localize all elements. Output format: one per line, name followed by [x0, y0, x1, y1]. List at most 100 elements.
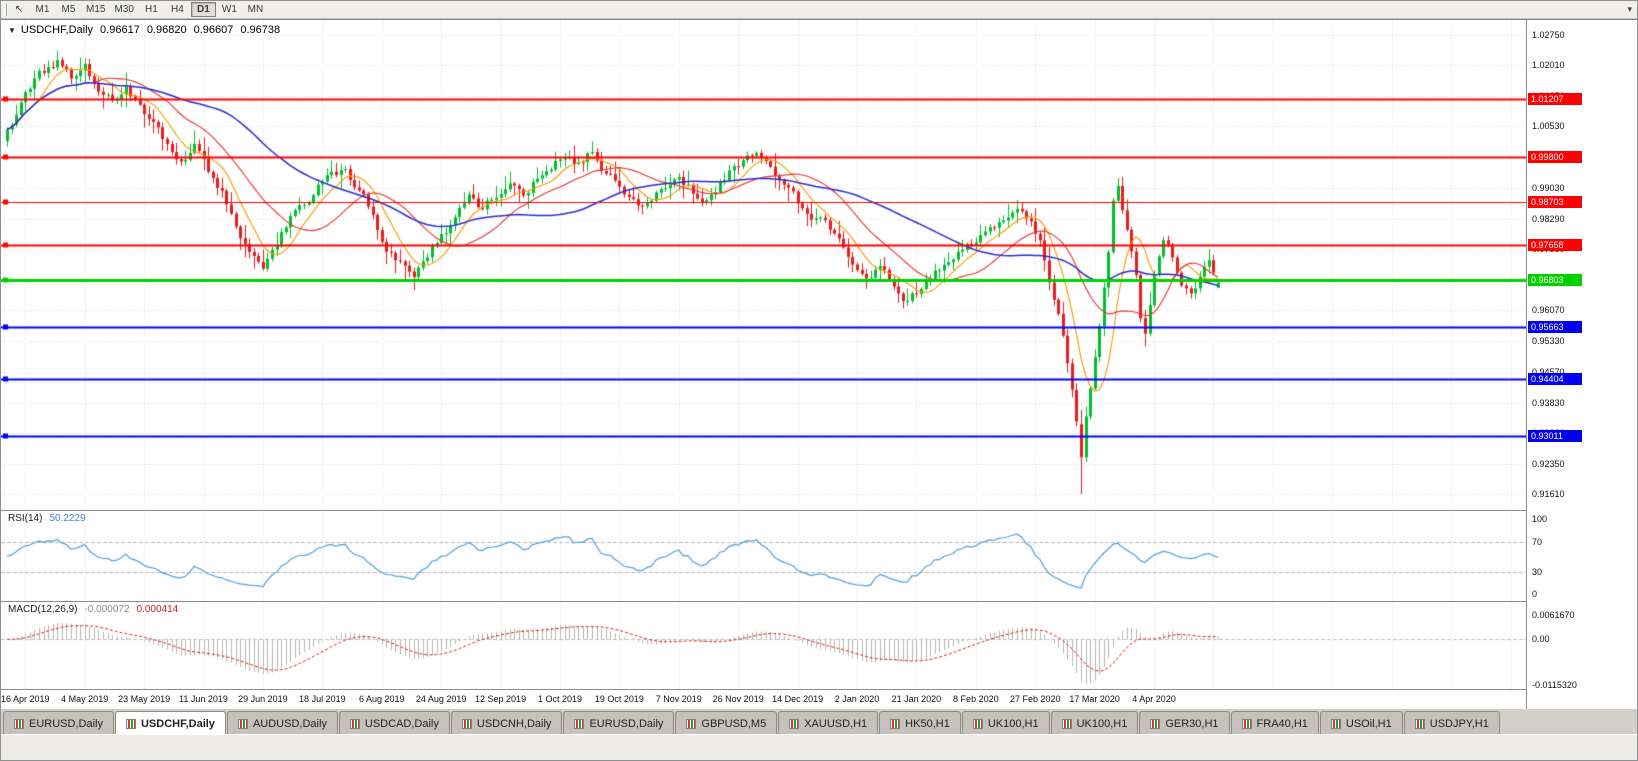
chart-tab-gbpusd-m5[interactable]: GBPUSD,M5 [675, 711, 778, 735]
chart-tab-ger30-h1[interactable]: GER30,H1 [1139, 711, 1230, 735]
ohlc-low: 0.96607 [193, 24, 234, 36]
axis-label: 0.94570 [1532, 367, 1565, 377]
mini-chart-icon [574, 718, 585, 729]
date-axis[interactable]: 16 Apr 2019 4 May 2019 23 May 2019 11 Jun 2… [1, 689, 1526, 709]
ohlc-open: 0.96617 [100, 24, 140, 36]
chart-tab-uk100-h1[interactable]: UK100,H1 [961, 711, 1050, 735]
timeframe-button-m5[interactable]: M5 [61, 4, 76, 15]
chart-tab-label: USOil,H1 [1345, 717, 1392, 730]
date-axis-label: 16 Apr 2019 [0, 694, 50, 704]
chart-tab-label: USDCHF,Daily [140, 717, 215, 730]
chart-tab-label: GER30,H1 [1165, 717, 1219, 730]
pane-separator-macd[interactable] [1, 601, 1637, 602]
date-axis-label: 19 Oct 2019 [594, 694, 644, 704]
axis-label: -0.0115320 [1532, 680, 1577, 690]
price-axis[interactable]: 1.027501.020101.012701.005300.997900.990… [1526, 20, 1637, 709]
chart-tab-label: XAUUSD,H1 [804, 717, 868, 730]
price-canvas[interactable] [1, 20, 1526, 510]
collapse-arrow-icon[interactable]: ▼ [8, 25, 16, 35]
date-axis-label: 4 May 2019 [61, 694, 109, 704]
mini-chart-icon [125, 718, 136, 729]
date-axis-label: 18 Jul 2019 [299, 694, 346, 704]
chart-tab-eurusd-daily[interactable]: EURUSD,Daily [3, 711, 114, 735]
timeframe-button-w1[interactable]: W1 [221, 4, 237, 15]
axis-label: 0.98290 [1532, 214, 1565, 224]
date-axis-label: 14 Dec 2019 [772, 694, 824, 704]
macd-signal-value: 0.000414 [136, 604, 179, 615]
chart-tab-usdcad-daily[interactable]: USDCAD,Daily [338, 711, 450, 735]
chart-tab-label: UK100,H1 [1076, 717, 1128, 730]
mini-chart-icon [1241, 718, 1252, 729]
date-axis-label: 24 Aug 2019 [415, 694, 467, 704]
price-line-tag: 0.97658 [1528, 239, 1582, 251]
chart-tab-audusd-daily[interactable]: AUDUSD,Daily [226, 711, 338, 735]
price-line-tag: 0.94404 [1528, 373, 1582, 385]
chart-tab-fra40-h1[interactable]: FRA40,H1 [1230, 711, 1319, 735]
date-axis-label: 17 Mar 2020 [1069, 694, 1120, 704]
macd-main-value: -0.000072 [84, 604, 130, 615]
chart-tab-usdjpy-h1[interactable]: USDJPY,H1 [1403, 711, 1500, 735]
chart-tab-label: UK100,H1 [987, 717, 1039, 730]
axis-label: 1.02010 [1532, 60, 1565, 70]
chart-title: ▼ USDCHF,Daily 0.96617 0.96820 0.96607 0… [8, 24, 280, 36]
cursor-icon[interactable]: ↖ [14, 3, 24, 15]
pane-separator-rsi[interactable] [1, 510, 1637, 511]
ohlc-close: 0.96738 [240, 24, 281, 36]
mini-chart-icon [237, 718, 248, 729]
timeframe-button-m1[interactable]: M1 [35, 4, 50, 15]
axis-label: 0.96070 [1532, 305, 1565, 315]
date-axis-label: 21 Jan 2020 [891, 694, 942, 704]
toolbar-overflow-icon[interactable]: ▾ [1627, 4, 1632, 14]
chart-tab-label: AUDUSD,Daily [252, 717, 327, 730]
axis-label: 70 [1532, 537, 1543, 547]
date-axis-label: 26 Nov 2019 [712, 694, 764, 704]
mini-chart-icon [461, 718, 472, 729]
rsi-label: RSI(14) 50.2229 [8, 513, 86, 524]
chart-tab-label: GBPUSD,M5 [701, 717, 767, 730]
axis-label: 0.93830 [1532, 398, 1565, 408]
chart-tab-eurusd-daily[interactable]: EURUSD,Daily [563, 711, 675, 735]
chart-tab-hk50-h1[interactable]: HK50,H1 [879, 711, 961, 735]
mini-chart-icon [1061, 718, 1072, 729]
date-axis-label: 2 Jan 2020 [834, 694, 880, 704]
mini-chart-icon [1414, 718, 1425, 729]
mini-chart-icon [686, 718, 697, 729]
timeframe-button-h4[interactable]: H4 [171, 4, 184, 15]
mini-chart-icon [349, 718, 360, 729]
axis-label: 0.0061670 [1532, 610, 1575, 620]
axis-label: 0 [1532, 589, 1538, 599]
chart-window: ▼ USDCHF,Daily 0.96617 0.96820 0.96607 0… [1, 19, 1637, 709]
rsi-canvas[interactable] [1, 510, 1526, 601]
macd-name: MACD(12,26,9) [8, 604, 78, 615]
axis-label: 1.00530 [1532, 121, 1565, 131]
chart-tab-label: USDCNH,Daily [476, 717, 552, 730]
timeframe-button-h1[interactable]: H1 [145, 4, 158, 15]
toolbar-drag-handle[interactable] [4, 3, 7, 16]
chart-tab-label: USDCAD,Daily [364, 717, 439, 730]
price-line-tag: 0.99800 [1528, 151, 1582, 163]
timeframe-buttons: M1 M5 M15 M30 H1 H4 D1 W1 MN [30, 2, 268, 17]
date-axis-label: 23 May 2019 [118, 694, 171, 704]
price-line-tag: 0.98703 [1528, 196, 1582, 208]
axis-label: 1.02750 [1532, 30, 1565, 40]
timeframe-button-d1[interactable]: D1 [190, 2, 216, 17]
chart-tab-xauusd-h1[interactable]: XAUUSD,H1 [778, 711, 879, 735]
chart-symbol-label: USDCHF,Daily [20, 24, 94, 36]
macd-canvas[interactable] [1, 601, 1526, 689]
date-axis-label: 12 Sep 2019 [475, 694, 527, 704]
chart-tab-usoil-h1[interactable]: USOil,H1 [1319, 711, 1403, 735]
axis-label: 100 [1532, 514, 1548, 524]
timeframe-button-mn[interactable]: MN [247, 4, 264, 15]
status-bar [1, 734, 1637, 760]
chart-tab-usdcnh-daily[interactable]: USDCNH,Daily [450, 711, 563, 735]
timeframe-button-m30[interactable]: M30 [114, 4, 134, 15]
mini-chart-icon [789, 718, 800, 729]
chart-tabs: EURUSD,Daily USDCHF,Daily AUDUSD,Daily USDC… [3, 711, 1637, 735]
date-axis-label: 6 Aug 2019 [358, 694, 405, 704]
chart-tab-uk100-h1[interactable]: UK100,H1 [1050, 711, 1139, 735]
axis-label: 30 [1532, 567, 1543, 577]
price-line-tag: 0.96803 [1528, 274, 1582, 286]
timeframe-button-m15[interactable]: M15 [86, 4, 106, 15]
chart-tab-usdchf-daily[interactable]: USDCHF,Daily [114, 711, 226, 735]
chart-tab-label: HK50,H1 [905, 717, 950, 730]
